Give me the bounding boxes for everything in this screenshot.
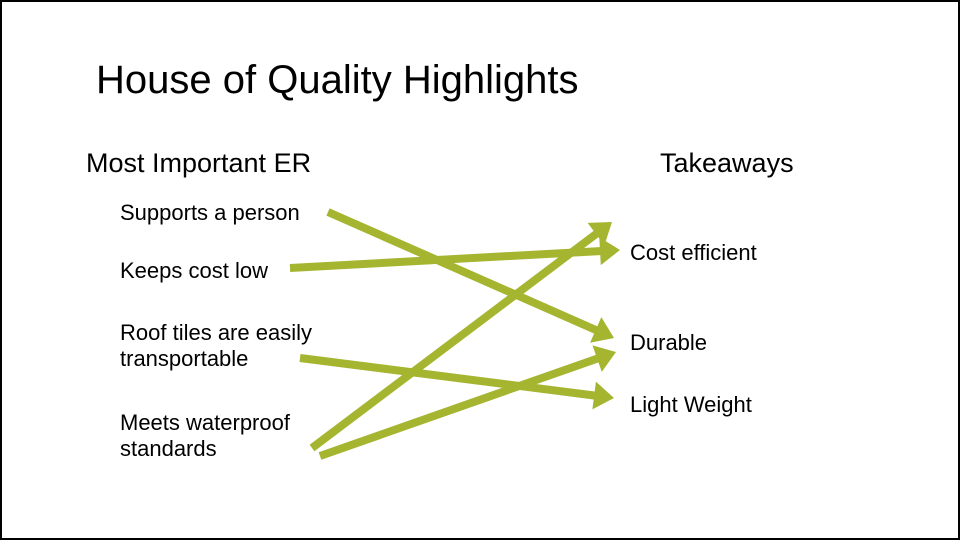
- left-item: Supports a person: [120, 200, 300, 226]
- slide-title: House of Quality Highlights: [96, 58, 578, 103]
- right-item: Durable: [630, 330, 707, 356]
- right-column-heading: Takeaways: [660, 148, 794, 179]
- slide-stage: House of Quality Highlights Most Importa…: [0, 0, 960, 540]
- left-item: Roof tiles are easily transportable: [120, 320, 312, 373]
- left-item: Keeps cost low: [120, 258, 268, 284]
- left-column-heading: Most Important ER: [86, 148, 311, 179]
- right-item: Cost efficient: [630, 240, 757, 266]
- left-item: Meets waterproof standards: [120, 410, 290, 463]
- right-item: Light Weight: [630, 392, 752, 418]
